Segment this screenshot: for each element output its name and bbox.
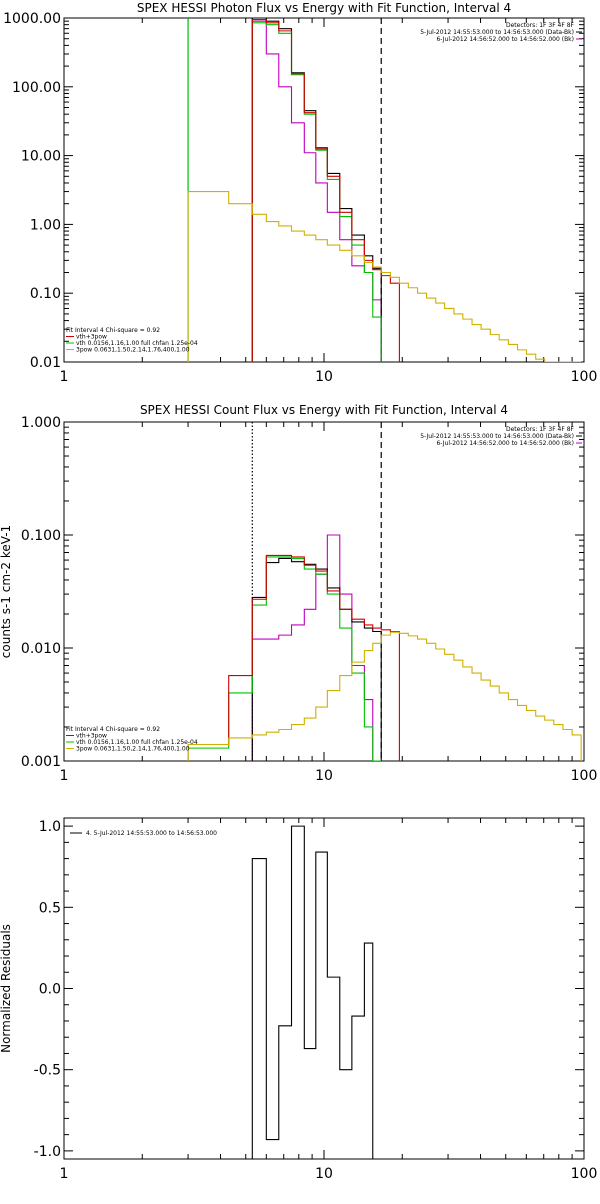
legend-entry: vth+3pow — [76, 733, 107, 740]
chart-panel-3: 1 10 100 -1.0 -0.5 0.0 0.5 1.0 Normalized Residu… — [0, 817, 598, 1182]
y-tick-label: 0.001 — [21, 754, 61, 770]
y-tick-label: 0.5 — [39, 900, 61, 916]
plot-frame — [63, 421, 585, 762]
series-line-5 — [187, 191, 582, 362]
y-tick-label: 0.10 — [30, 286, 61, 302]
series-line-2 — [251, 18, 382, 362]
legend-entry: vth 0.0156,1.16,1.00 full chfan 1.25e-04 — [76, 340, 198, 347]
detector-info-line: 5-Jul-2012 14:55:53.000 to 14:56:53.000 … — [420, 433, 574, 440]
x-tick-label: 10 — [315, 369, 333, 385]
series-line-4 — [251, 18, 400, 362]
detector-info-line: Detectors: 1F 3F 4F 8F — [506, 22, 575, 29]
detector-info-line: Detectors: 1F 3F 4F 8F — [506, 426, 575, 433]
x-tick-label: 1 — [60, 1166, 69, 1182]
series-line-2 — [251, 557, 382, 761]
series-line-5 — [187, 631, 582, 761]
y-tick-label: 0.01 — [30, 355, 61, 371]
series-line-1 — [251, 20, 382, 362]
y-tick-label: 1.00 — [30, 217, 61, 233]
legend-entry: Fit Interval 4 Chi-square = 0.92 — [66, 726, 160, 733]
series-line-3 — [187, 556, 382, 761]
plot-area — [251, 825, 382, 1159]
legend-entry: vth 0.0156,1.16,1.00 full chfan 1.25e-04 — [76, 739, 198, 746]
y-tick-label: 0.010 — [21, 641, 61, 657]
chart-panel-1: SPEX HESSI Photon Flux vs Energy with Fi… — [3, 1, 597, 385]
detector-info-line: 6-Jul-2012 14:56:52.000 to 14:56:52.000 … — [436, 440, 574, 447]
y-axis-label: Normalized Residuals — [0, 924, 13, 1053]
x-tick-label: 1 — [60, 768, 69, 784]
y-tick-label: 0.100 — [21, 528, 61, 544]
y-tick-label: 10.00 — [21, 149, 61, 165]
x-tick-label: 1 — [60, 369, 69, 385]
chart-panel-2: SPEX HESSI Count Flux vs Energy with Fit… — [0, 403, 597, 784]
y-tick-label: -1.0 — [34, 1144, 61, 1160]
legend-entry: 3pow 0.0631,1.50,2.14,1.76,400,1.00 — [76, 347, 190, 354]
x-tick-label: 10 — [315, 1166, 333, 1182]
y-tick-label: 1.0 — [39, 819, 61, 835]
x-tick-label: 100 — [571, 1166, 598, 1182]
series-line-3 — [251, 22, 382, 362]
y-tick-label: 1000.00 — [3, 11, 61, 27]
y-tick-label: 0.0 — [39, 982, 61, 998]
legend-entry: Fit Interval 4 Chi-square = 0.92 — [66, 327, 160, 334]
plot-frame — [63, 817, 585, 1160]
plot-frame — [63, 17, 585, 363]
y-axis-label: counts s-1 cm-2 keV-1 — [0, 525, 13, 658]
x-tick-label: 100 — [571, 768, 598, 784]
chart-title: SPEX HESSI Count Flux vs Energy with Fit… — [140, 403, 508, 417]
legend-entry: 4. 5-Jul-2012 14:55:53.000 to 14:56:53.0… — [86, 830, 217, 837]
legend-entry: vth+3pow — [76, 334, 107, 341]
x-tick-label: 100 — [571, 369, 598, 385]
legend-entry: 3pow 0.0631,1.50,2.14,1.76,400,1.00 — [76, 746, 190, 753]
y-tick-label: 1.000 — [21, 415, 61, 431]
y-tick-label: -0.5 — [34, 1063, 61, 1079]
detector-info-line: 5-Jul-2012 14:55:53.000 to 14:56:53.000 … — [420, 29, 574, 36]
plot-area — [187, 422, 582, 761]
series-line-4 — [187, 554, 400, 761]
series-line-1 — [251, 825, 382, 1159]
x-tick-label: 10 — [315, 768, 333, 784]
chart-title: SPEX HESSI Photon Flux vs Energy with Fi… — [137, 1, 511, 15]
detector-info-line: 6-Jul-2012 14:56:52.000 to 14:56:52.000 … — [436, 36, 574, 43]
plot-area — [187, 18, 582, 362]
y-tick-label: 100.00 — [12, 80, 61, 96]
